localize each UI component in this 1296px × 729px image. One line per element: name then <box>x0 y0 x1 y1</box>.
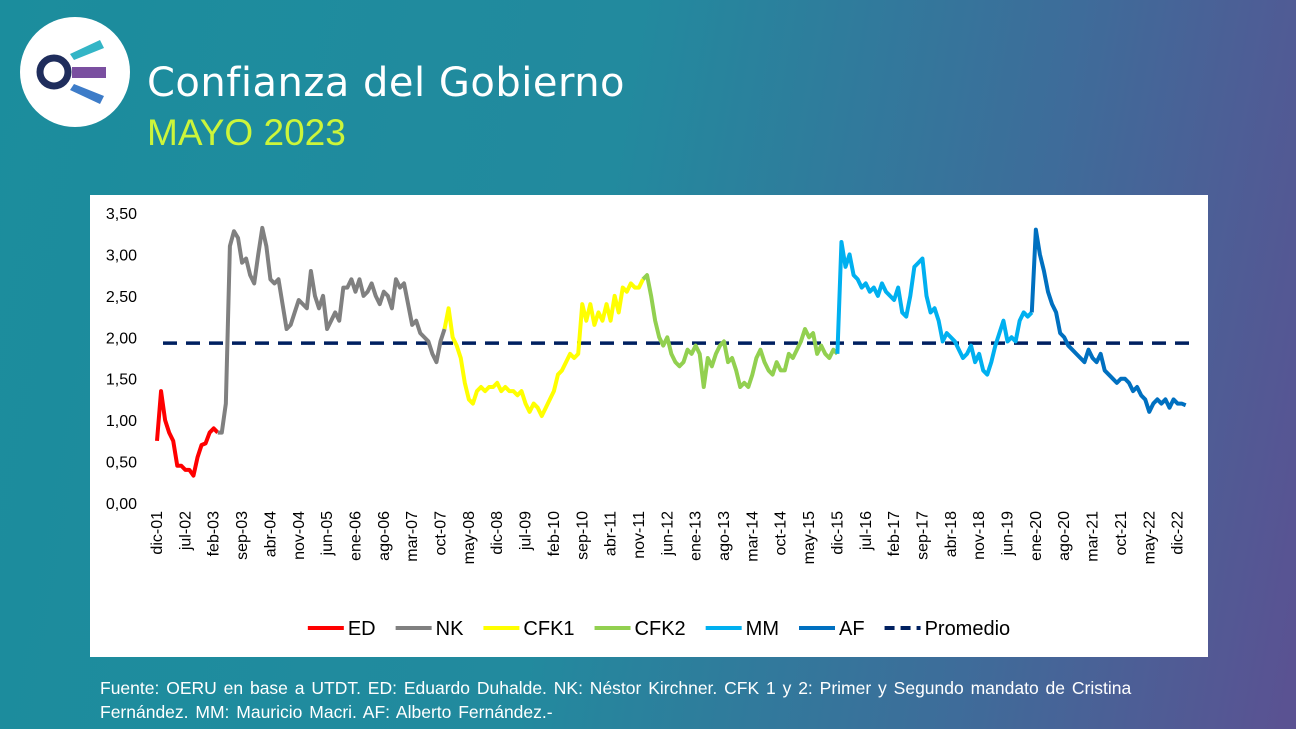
series-line <box>641 273 839 389</box>
x-tick-label: oct-14 <box>773 511 790 556</box>
x-tick-label: ene-20 <box>1028 511 1045 561</box>
y-tick-label: 1,50 <box>106 372 137 389</box>
x-tick-label: abr-04 <box>262 511 279 557</box>
x-tick-label: feb-17 <box>886 511 903 556</box>
legend-item: CFK1 <box>483 618 575 640</box>
x-tick-label: dic-22 <box>1170 511 1187 555</box>
x-tick-label: nov-11 <box>631 511 648 559</box>
x-tick-label: ene-13 <box>688 511 705 561</box>
x-tick-label: oct-07 <box>433 511 450 556</box>
legend-label: CFK2 <box>635 618 686 640</box>
legend-item: AF <box>799 618 865 640</box>
y-tick-label: 3,50 <box>106 206 137 223</box>
x-tick-label: ene-06 <box>347 511 364 561</box>
title: Confianza del Gobierno <box>147 60 626 106</box>
series-line <box>442 278 645 418</box>
x-tick-label: jul-16 <box>858 511 875 551</box>
legend-item: ED <box>307 618 376 640</box>
x-tick-label: dic-15 <box>829 511 846 555</box>
y-tick-label: 3,00 <box>106 247 137 264</box>
x-tick-label: feb-03 <box>206 511 223 556</box>
x-tick-label: ago-13 <box>716 511 733 561</box>
legend-label: NK <box>436 618 464 640</box>
chart: 0,00 0,50 1,00 1,50 2,00 2,50 3,00 3,50 dic-01 ju… <box>90 195 1208 657</box>
x-tick-label: dic-01 <box>149 511 166 555</box>
legend-item: MM <box>705 618 779 640</box>
x-tick-label: jul-09 <box>518 511 535 551</box>
legend-item: NK <box>395 618 464 640</box>
y-tick-label: 2,50 <box>106 289 137 306</box>
x-tick-label: feb-10 <box>546 511 563 556</box>
legend: ED NK CFK1 CFK2 MM AF Promedio <box>307 618 1011 640</box>
series-line <box>835 240 1034 377</box>
x-tick-label: may-08 <box>461 511 478 564</box>
series-line <box>1029 227 1187 414</box>
legend-label: CFK1 <box>523 618 574 640</box>
logo <box>20 17 130 127</box>
x-tick-label: abr-11 <box>603 511 620 556</box>
x-tick-label: nov-04 <box>291 511 308 560</box>
subtitle: MAYO 2023 <box>147 112 346 153</box>
y-tick-label: 0,00 <box>106 496 137 513</box>
x-tick-label: may-22 <box>1141 511 1158 564</box>
legend-item: CFK2 <box>594 618 686 640</box>
source-note: Fuente: OERU en base a UTDT. ED: Eduardo… <box>100 678 1132 722</box>
x-tick-label: mar-07 <box>404 511 421 562</box>
x-tick-label: abr-18 <box>943 511 960 557</box>
x-tick-label: sep-10 <box>574 511 591 560</box>
x-tick-label: sep-03 <box>234 511 251 560</box>
legend-label: AF <box>839 618 865 640</box>
x-tick-label: sep-17 <box>914 511 931 560</box>
x-tick-label: nov-18 <box>971 511 988 560</box>
series-line <box>217 225 447 435</box>
legend-label: ED <box>348 618 376 640</box>
legend-item: Promedio <box>884 618 1011 640</box>
x-tick-label: ago-06 <box>376 511 393 561</box>
x-tick-label: jun-12 <box>659 511 676 557</box>
x-tick-label: oct-21 <box>1113 511 1130 556</box>
legend-label: Promedio <box>925 618 1011 640</box>
series-line <box>155 389 220 478</box>
x-tick-label: mar-21 <box>1085 511 1102 562</box>
legend-label: MM <box>746 618 779 640</box>
x-tick-label: mar-14 <box>744 511 761 562</box>
x-tick-label: may-15 <box>801 511 818 564</box>
y-tick-label: 2,00 <box>106 330 137 347</box>
y-tick-label: 0,50 <box>106 455 137 472</box>
y-tick-label: 1,00 <box>106 413 137 430</box>
x-tick-label: dic-08 <box>489 511 506 555</box>
x-tick-label: jun-05 <box>319 511 336 557</box>
x-tick-label: jun-19 <box>1000 511 1017 557</box>
x-tick-label: jul-02 <box>177 511 194 551</box>
x-tick-label: ago-20 <box>1056 511 1073 561</box>
